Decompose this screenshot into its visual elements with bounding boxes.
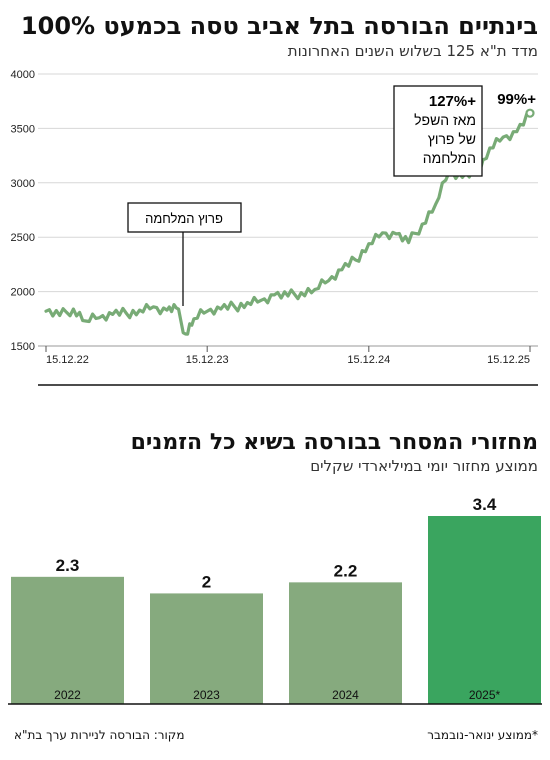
line-series — [44, 111, 532, 336]
since-low-line-2: של פרוץ — [428, 131, 476, 147]
line-point — [381, 232, 384, 234]
y-tick-label: 2000 — [11, 287, 35, 299]
line-point — [125, 312, 128, 315]
total-change-label: +99% — [497, 91, 536, 108]
bar-value-label: 3.4 — [473, 495, 497, 514]
y-tick-label: 4000 — [11, 69, 35, 81]
line-point — [515, 130, 518, 133]
line-point — [206, 310, 208, 312]
line-point — [111, 313, 114, 316]
bar-2024 — [289, 582, 402, 704]
line-point — [84, 320, 87, 322]
x-tick-label: 15.12.23 — [186, 354, 229, 366]
bar-chart: 2.3 2022 2 2023 2.2 2024 3.4 2025* — [8, 495, 542, 705]
line-point — [502, 136, 504, 138]
bar-2025 — [428, 516, 541, 704]
line-point — [395, 233, 397, 235]
line-point — [461, 176, 464, 179]
bar-value-label: 2 — [202, 572, 211, 591]
bar-category-label: 2025* — [469, 688, 501, 702]
line-point — [434, 203, 437, 206]
line-chart-x-ticks: 15.12.22 15.12.23 15.12.24 15.12.25 — [38, 345, 538, 366]
line-point — [72, 308, 75, 310]
line-point — [489, 147, 491, 149]
bar-category-label: 2022 — [54, 688, 81, 702]
line-point — [368, 242, 370, 245]
bar-value-label: 2.2 — [334, 561, 358, 580]
line-point — [246, 301, 249, 304]
line-point — [175, 307, 178, 309]
war-annotation-box — [127, 202, 242, 233]
x-tick-label: 15.12.25 — [487, 354, 530, 366]
line-point — [260, 299, 262, 302]
bar-chart-title: מחזורי המסחר בבורסה בשיא כל הזמנים — [130, 430, 538, 455]
bar-category-label: 2024 — [332, 688, 359, 702]
line-point — [220, 308, 222, 310]
line-point — [233, 306, 236, 308]
y-tick-label: 3000 — [11, 178, 35, 190]
line-point — [58, 314, 61, 317]
since-low-line-1: מאז השפל — [414, 112, 476, 128]
bar-value-label: 2.3 — [56, 556, 80, 575]
line-chart-y-ticks: 1500 2000 2500 3000 3500 4000 — [11, 69, 35, 353]
line-point — [138, 309, 141, 311]
bar-2023 — [150, 593, 263, 704]
line-point — [421, 223, 424, 225]
bar-2022 — [11, 576, 124, 704]
line-point — [152, 306, 155, 308]
x-tick-label: 15.12.24 — [347, 354, 390, 366]
y-tick-label: 3500 — [11, 123, 35, 135]
y-tick-label: 1500 — [11, 341, 35, 353]
footnote: *ממוצע ינואר-נובמבר — [427, 728, 538, 742]
war-annotation-label: פרוץ המלחמה — [145, 211, 223, 226]
line-point — [273, 294, 276, 296]
since-low-pct: +127% — [429, 93, 476, 110]
line-point — [341, 269, 343, 271]
line-point — [184, 333, 187, 335]
line-point — [407, 241, 410, 244]
since-low-annotation-box — [393, 85, 483, 177]
since-low-line-3: המלחמה — [423, 150, 476, 166]
bar-chart-subtitle: ממוצע מחזור יומי במיליארדי שקלים — [310, 457, 538, 475]
line-point — [354, 259, 357, 261]
line-point — [45, 310, 47, 312]
line-point — [166, 309, 168, 311]
line-point — [287, 295, 289, 297]
line-point — [300, 291, 303, 294]
line-point — [314, 288, 316, 291]
source-note: מקור: הבורסה לניירות ערך בת"א — [14, 728, 185, 742]
line-point — [327, 279, 330, 282]
line-chart-subtitle: מדד ת"א 125 בשלוש השנים האחרונות — [287, 42, 538, 60]
line-chart-title: בינתיים הבורסה בתל אביב טסה בכמעט 100% — [20, 12, 538, 40]
x-tick-label: 15.12.22 — [46, 354, 89, 366]
bar-category-label: 2023 — [193, 688, 220, 702]
y-tick-label: 2500 — [11, 232, 35, 244]
line-end-marker — [525, 108, 535, 118]
line-point — [193, 318, 195, 320]
line-point — [98, 316, 101, 319]
